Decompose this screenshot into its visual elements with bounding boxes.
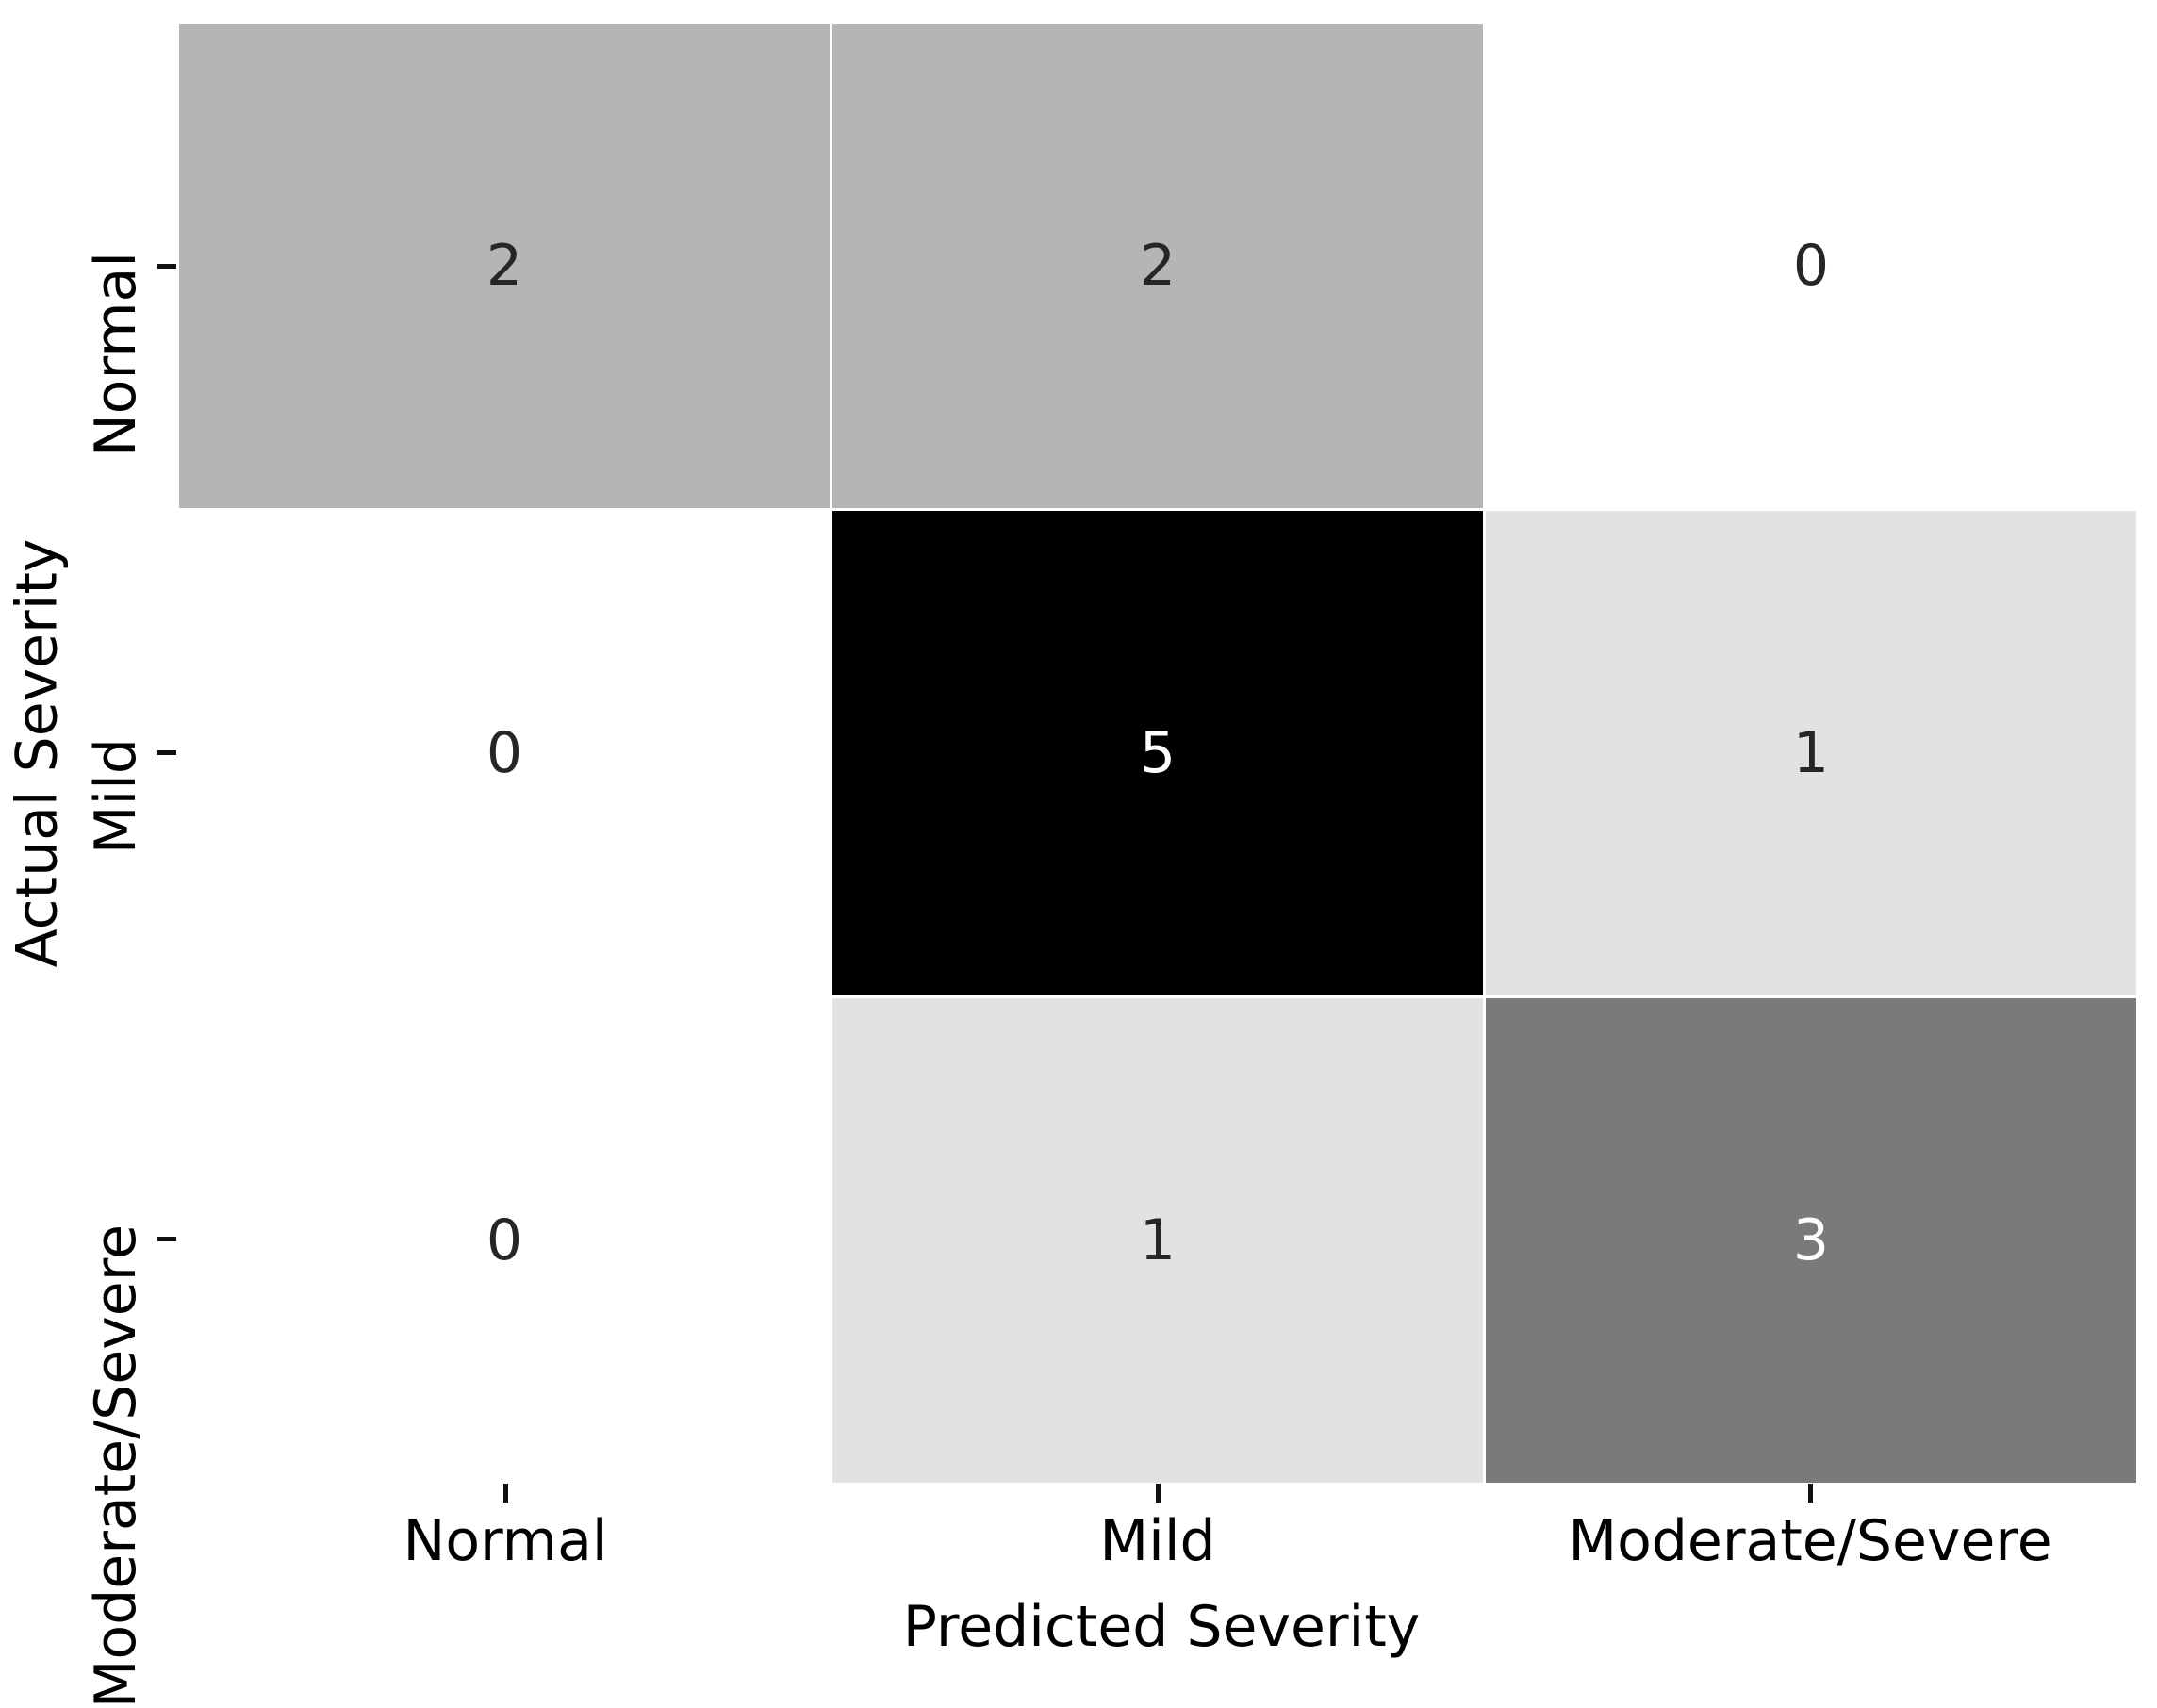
cell-value: 0 [486,1207,523,1273]
heatmap-cell: 0 [179,998,830,1483]
heatmap-cell: 2 [179,24,830,508]
y-tick-label-normal-text: Normal [83,252,149,457]
heatmap-cell: 0 [179,511,830,995]
cell-value: 1 [1792,720,1830,786]
x-tick-label-mild: Mild [1099,1508,1216,1574]
y-tick-label-mild-text: Mild [83,738,149,855]
x-tick-mark [1156,1484,1161,1503]
y-axis-label: Actual Severity [4,0,70,1506]
cell-value: 5 [1139,720,1177,786]
cell-value: 2 [486,233,523,299]
heatmap-cell: 3 [1486,998,2136,1483]
cell-value: 2 [1139,233,1177,299]
heatmap-cell: 2 [832,24,1483,508]
x-tick-label-normal: Normal [403,1508,608,1574]
cell-value: 0 [1792,233,1830,299]
y-tick-mark [157,750,176,755]
x-tick-mark [503,1484,508,1503]
heatmap-cell: 1 [1486,511,2136,995]
cell-value: 3 [1792,1207,1830,1273]
heatmap-cell: 5 [832,511,1483,995]
heatmap-cell: 1 [832,998,1483,1483]
x-tick-label-moderate-severe: Moderate/Severe [1568,1508,2052,1574]
y-tick-label-moderate-severe-text: Moderate/Severe [83,1224,149,1708]
y-axis-label-text: Actual Severity [4,538,70,968]
cell-value: 0 [486,720,523,786]
heatmap-cell: 0 [1486,24,2136,508]
x-axis-label: Predicted Severity [902,1594,1421,1660]
x-tick-mark [1808,1484,1813,1503]
y-tick-mark [157,1237,176,1241]
y-tick-mark [157,264,176,269]
cell-value: 1 [1139,1207,1177,1273]
